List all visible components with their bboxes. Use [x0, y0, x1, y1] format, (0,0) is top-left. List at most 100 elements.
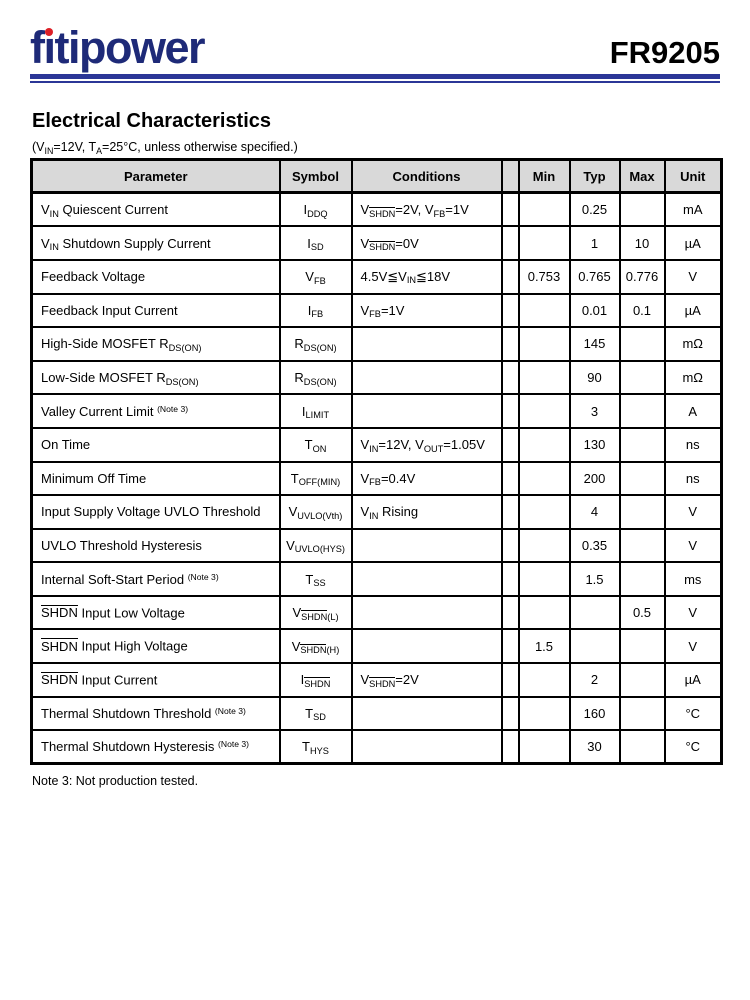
table-row: Feedback Voltage VFB 4.5V≦VIN≦18V 0.753 0.76…: [30, 258, 723, 295]
table-row: Valley Current Limit (Note 3) ILIMIT 3 A: [30, 393, 723, 429]
table-row: VIN Shutdown Supply Current ISD VSHDN=0V 1 1…: [30, 225, 723, 261]
symbol-cell: THYS: [278, 729, 353, 765]
spacer-cell: [500, 292, 520, 329]
header-rule-thick-line: [30, 74, 720, 80]
spacer-cell: [500, 729, 520, 765]
param-cell: SHDN Input Current: [30, 662, 281, 698]
min-cell: [517, 561, 571, 597]
spacer-cell: [500, 258, 520, 295]
symbol-cell: VFB: [278, 258, 353, 295]
table-row: Input Supply Voltage UVLO Threshold VUVLO…: [30, 494, 723, 530]
min-cell: [517, 527, 571, 564]
symbol-cell: ISHDN: [278, 662, 353, 698]
min-cell: [517, 191, 571, 228]
max-cell: 10: [618, 225, 666, 261]
header-rule-thin-line: [30, 81, 720, 84]
logo-text-f: f: [30, 22, 45, 73]
table-row: Thermal Shutdown Hysteresis (Note 3) THYS…: [30, 729, 723, 765]
param-cell: On Time: [30, 426, 281, 463]
max-cell: [618, 191, 666, 228]
max-cell: [618, 494, 666, 530]
cond-cell: VSHDN=2V: [350, 662, 503, 698]
unit-cell: mΩ: [663, 326, 723, 362]
column-header-parameter: Parameter: [30, 158, 281, 195]
param-cell: Internal Soft-Start Period (Note 3): [30, 561, 281, 597]
typ-cell: 0.01: [568, 292, 621, 329]
column-header-unit: Unit: [663, 158, 723, 195]
typ-cell: 160: [568, 695, 621, 732]
max-cell: 0.5: [618, 594, 666, 631]
typ-cell: 0.765: [568, 258, 621, 295]
param-cell: Feedback Voltage: [30, 258, 281, 295]
part-number: FR9205: [609, 35, 720, 71]
spacer-cell: [500, 561, 520, 597]
unit-cell: A: [663, 393, 723, 429]
test-conditions-note: (VIN=12V, TA=25°C, unless otherwise spec…: [32, 140, 298, 156]
spacer-cell: [500, 494, 520, 530]
cond-cell: VFB=0.4V: [350, 460, 503, 497]
unit-cell: V: [663, 527, 723, 564]
unit-cell: V: [663, 258, 723, 295]
fitipower-logo: fı tipower: [30, 22, 206, 73]
electrical-characteristics-table: Parameter Symbol Conditions Min Typ Max Unit V…: [30, 158, 723, 766]
table-row: Internal Soft-Start Period (Note 3) TSS 1.…: [30, 561, 723, 597]
symbol-cell: TSD: [278, 695, 353, 732]
section-title: Electrical Characteristics: [32, 110, 272, 133]
typ-cell: 0.25: [568, 191, 621, 228]
spacer-cell: [500, 662, 520, 698]
param-cell: VIN Shutdown Supply Current: [30, 225, 281, 261]
max-cell: [618, 662, 666, 698]
min-cell: [517, 594, 571, 631]
typ-cell: 1: [568, 225, 621, 261]
spacer-cell: [500, 393, 520, 429]
symbol-cell: VSHDN(H): [278, 628, 353, 665]
typ-cell: 30: [568, 729, 621, 765]
spacer-cell: [500, 359, 520, 396]
max-cell: 0.1: [618, 292, 666, 329]
table-row: UVLO Threshold Hysteresis VUVLO(HYS) 0.35 V: [30, 527, 723, 564]
typ-cell: 130: [568, 426, 621, 463]
cond-cell: VSHDN=2V, VFB=1V: [350, 191, 503, 228]
unit-cell: µA: [663, 225, 723, 261]
min-cell: [517, 729, 571, 765]
column-header-conditions: Conditions: [350, 158, 503, 195]
cond-cell: VIN=12V, VOUT=1.05V: [350, 426, 503, 463]
spacer-cell: [500, 628, 520, 665]
cond-cell: [350, 695, 503, 732]
spacer-cell: [500, 695, 520, 732]
symbol-cell: VUVLO(Vth): [278, 494, 353, 530]
table-row: On Time TON VIN=12V, VOUT=1.05V 130 ns: [30, 426, 723, 463]
spacer-cell: [500, 326, 520, 362]
max-cell: [618, 426, 666, 463]
spacer-cell: [500, 191, 520, 228]
logo-dotless-i: ı: [43, 22, 57, 73]
typ-cell: [568, 628, 621, 665]
param-cell: SHDN Input Low Voltage: [30, 594, 281, 631]
min-cell: 0.753: [517, 258, 571, 295]
column-header-max: Max: [618, 158, 666, 195]
param-cell: SHDN Input High Voltage: [30, 628, 281, 665]
param-cell: Thermal Shutdown Threshold (Note 3): [30, 695, 281, 732]
spacer-cell: [500, 594, 520, 631]
min-cell: [517, 359, 571, 396]
unit-cell: V: [663, 494, 723, 530]
cond-cell: [350, 393, 503, 429]
cond-cell: [350, 729, 503, 765]
symbol-cell: TSS: [278, 561, 353, 597]
param-cell: Low-Side MOSFET RDS(ON): [30, 359, 281, 396]
typ-cell: [568, 594, 621, 631]
min-cell: [517, 326, 571, 362]
header-rule: [30, 74, 720, 84]
typ-cell: 145: [568, 326, 621, 362]
min-cell: [517, 292, 571, 329]
table-row: Minimum Off Time TOFF(MIN) VFB=0.4V 200 ns: [30, 460, 723, 497]
column-header-min: Min: [517, 158, 571, 195]
min-cell: [517, 426, 571, 463]
cond-cell: [350, 326, 503, 362]
typ-cell: 2: [568, 662, 621, 698]
spacer-cell: [500, 426, 520, 463]
typ-cell: 1.5: [568, 561, 621, 597]
min-cell: 1.5: [517, 628, 571, 665]
unit-cell: °C: [663, 729, 723, 765]
